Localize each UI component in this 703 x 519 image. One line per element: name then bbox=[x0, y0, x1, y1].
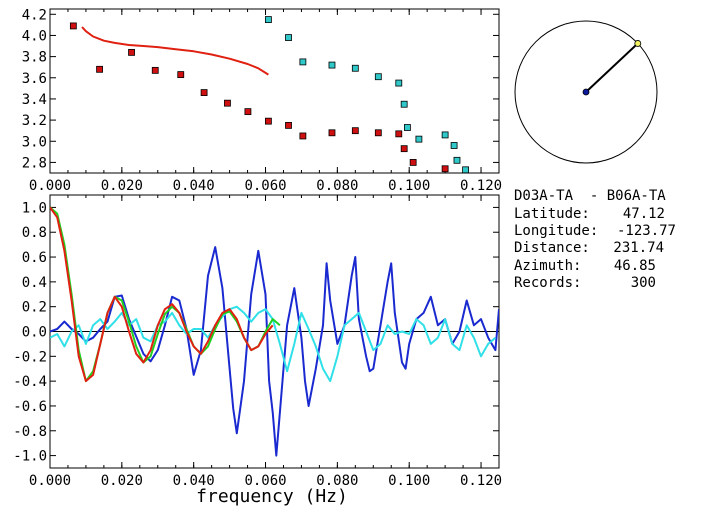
dispersion-point bbox=[400, 100, 408, 108]
dispersion-point bbox=[69, 22, 77, 30]
spectrum-x-tick-label: 0.000 bbox=[29, 473, 71, 489]
spectrum-x-tick-label: 0.080 bbox=[316, 473, 358, 489]
spectrum-ticks: 0.000 0.020 0.040 0.060 0.080 0.100 0.120 1.0 0.… bbox=[13, 195, 502, 489]
spectrum-series-line bbox=[50, 206, 274, 383]
dispersion-plot-frame bbox=[49, 8, 500, 174]
azimuth-dial bbox=[514, 20, 658, 164]
longitude-value: -123.77 bbox=[617, 223, 676, 239]
spectrum-y-tick-label: 1.0 bbox=[22, 200, 47, 216]
dispersion-point bbox=[415, 135, 423, 143]
spectrum-y-tick-label: -0.8 bbox=[13, 424, 47, 440]
dispersion-x-tick-label: 0.040 bbox=[173, 178, 215, 194]
dispersion-point bbox=[285, 34, 292, 41]
dispersion-x-tick-label: 0.020 bbox=[101, 178, 143, 194]
dispersion-point bbox=[441, 131, 449, 139]
dispersion-point bbox=[264, 16, 272, 23]
dispersion-y-tick-label: 4.2 bbox=[22, 7, 47, 23]
dispersion-point bbox=[328, 61, 336, 69]
spectrum-series-line bbox=[50, 246, 499, 457]
spectrum-x-tick-label: 0.120 bbox=[460, 473, 502, 489]
dispersion-series bbox=[69, 16, 469, 174]
station-pair: D03A-TA - B06A-TA bbox=[514, 188, 666, 204]
spectrum-y-tick-label: -0.2 bbox=[13, 349, 47, 365]
dispersion-y-tick-label: 2.8 bbox=[22, 155, 47, 171]
dispersion-point bbox=[395, 79, 403, 87]
distance-label: Distance: bbox=[514, 240, 590, 256]
dispersion-point bbox=[328, 129, 336, 137]
spectrum-x-tick-label: 0.040 bbox=[173, 473, 215, 489]
dispersion-series-line bbox=[81, 26, 269, 76]
dispersion-point bbox=[299, 58, 307, 66]
dispersion-y-tick-label: 3.4 bbox=[22, 92, 47, 108]
spectrum-y-tick-label: 0.6 bbox=[22, 250, 47, 266]
x-axis-label: frequency (Hz) bbox=[196, 486, 348, 507]
spectrum-y-tick-label: -0.4 bbox=[13, 374, 47, 390]
dispersion-point bbox=[400, 145, 408, 153]
dispersion-y-tick-label: 3.0 bbox=[22, 134, 47, 150]
spectrum-y-tick-label: 0.8 bbox=[22, 225, 47, 241]
dispersion-x-tick-label: 0.060 bbox=[244, 178, 286, 194]
spectrum-x-tick-label: 0.100 bbox=[388, 473, 430, 489]
records-label: Records: bbox=[514, 275, 581, 291]
records-value: 300 bbox=[631, 275, 656, 291]
dispersion-point bbox=[462, 166, 469, 174]
spectrum-y-tick-label: -0.6 bbox=[13, 399, 47, 415]
station-info: D03A-TA - B06A-TA Latitude: 47.12 Longit… bbox=[514, 188, 676, 291]
dial-center-dot bbox=[582, 88, 590, 96]
dispersion-point bbox=[453, 156, 461, 164]
dispersion-point bbox=[441, 165, 449, 173]
dispersion-x-tick-label: 0.100 bbox=[388, 178, 430, 194]
dispersion-point bbox=[244, 108, 252, 116]
latitude-value: 47.12 bbox=[623, 206, 665, 222]
dispersion-y-tick-label: 4.0 bbox=[22, 28, 47, 44]
dispersion-y-tick-label: 3.2 bbox=[22, 113, 47, 129]
dispersion-point bbox=[409, 159, 417, 166]
azimuth-needle bbox=[585, 42, 639, 93]
dispersion-x-tick-label: 0.120 bbox=[460, 178, 502, 194]
dispersion-point bbox=[177, 71, 185, 78]
dial-circle bbox=[514, 20, 658, 164]
spectrum-x-tick-label: 0.020 bbox=[101, 473, 143, 489]
dispersion-point bbox=[285, 121, 292, 129]
dispersion-point bbox=[96, 65, 103, 73]
dispersion-point bbox=[450, 142, 458, 149]
spectrum-y-tick-label: 0.2 bbox=[22, 300, 47, 316]
dispersion-point bbox=[374, 129, 382, 137]
dispersion-y-tick-label: 3.8 bbox=[22, 50, 47, 66]
distance-value: 231.74 bbox=[613, 240, 664, 256]
dispersion-x-tick-label: 0.000 bbox=[29, 178, 71, 194]
azimuth-label: Azimuth: bbox=[514, 258, 581, 274]
azimuth-value: 46.85 bbox=[614, 258, 656, 274]
spectrum-series-line bbox=[50, 305, 497, 383]
dispersion-y-tick-label: 3.6 bbox=[22, 71, 47, 87]
dispersion-point bbox=[224, 99, 231, 107]
dispersion-point bbox=[264, 117, 272, 125]
spectrum-plot: 0.000 0.020 0.040 0.060 0.080 0.100 0.120 1.0 0.… bbox=[13, 194, 502, 507]
dispersion-point bbox=[128, 48, 135, 56]
dispersion-ticks: 0.000 0.020 0.040 0.060 0.080 0.100 0.120 2.8 3.… bbox=[22, 7, 502, 194]
spectrum-series bbox=[50, 206, 499, 457]
dispersion-point bbox=[395, 130, 403, 138]
spectrum-y-tick-label: 0.4 bbox=[22, 275, 47, 291]
dispersion-point bbox=[374, 73, 382, 81]
longitude-label: Longitude: bbox=[514, 223, 598, 239]
dial-tip-dot bbox=[634, 40, 642, 47]
spectrum-x-tick-label: 0.060 bbox=[244, 473, 286, 489]
dispersion-point bbox=[351, 64, 359, 72]
dispersion-point bbox=[151, 66, 159, 74]
dispersion-point bbox=[200, 89, 208, 96]
dispersion-point bbox=[351, 127, 359, 135]
dispersion-x-tick-label: 0.080 bbox=[316, 178, 358, 194]
dispersion-point bbox=[404, 124, 411, 131]
spectrum-y-tick-label: -1.0 bbox=[13, 449, 47, 465]
dispersion-point bbox=[299, 132, 307, 140]
latitude-label: Latitude: bbox=[514, 206, 590, 222]
spectrum-y-tick-label: 0.0 bbox=[22, 325, 47, 341]
dispersion-plot: 0.000 0.020 0.040 0.060 0.080 0.100 0.120 2.8 3.… bbox=[22, 7, 502, 194]
